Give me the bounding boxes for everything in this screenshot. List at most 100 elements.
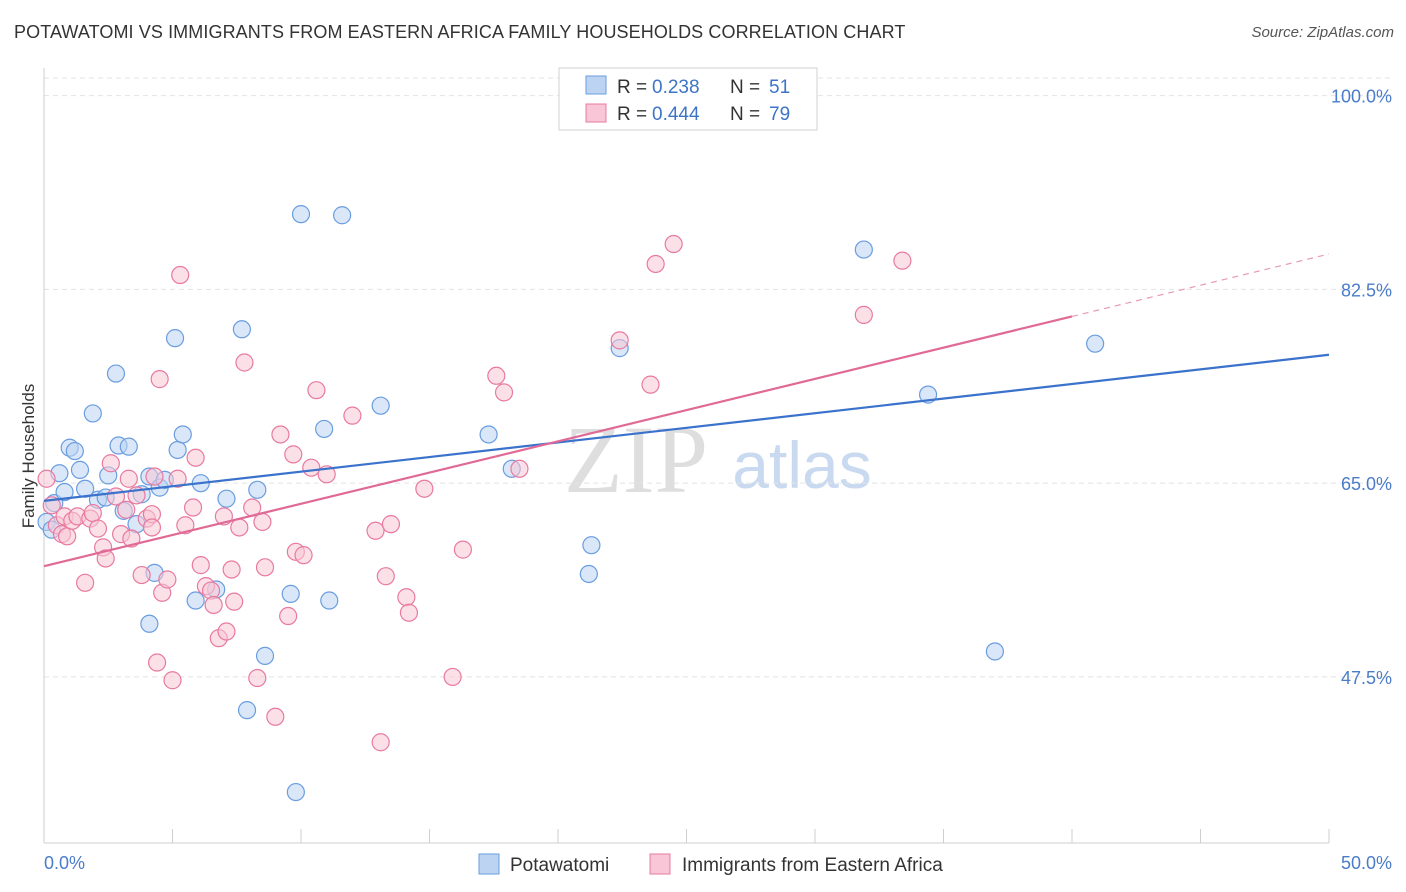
eastern-africa-point	[132, 565, 151, 585]
potawatomi-point	[232, 320, 251, 339]
eastern-africa-point	[119, 469, 138, 488]
eastern-africa-point	[610, 331, 629, 350]
y-axis-title: Family Households	[19, 384, 38, 529]
eastern-africa-point	[371, 733, 390, 752]
potawatomi-point	[333, 206, 352, 225]
stats-n-value-0: 51	[769, 77, 790, 98]
potawatomi-point	[83, 404, 102, 423]
eastern-africa-point	[271, 425, 290, 444]
eastern-africa-point	[142, 518, 162, 537]
eastern-africa-point	[646, 254, 665, 274]
eastern-africa-point	[186, 448, 205, 467]
stats-r-label-0: R =	[617, 77, 647, 98]
eastern-africa-point	[176, 516, 195, 535]
potawatomi-point	[315, 419, 334, 439]
y-tick-label: 100.0%	[1331, 87, 1392, 107]
potawatomi-point	[479, 425, 498, 444]
eastern-africa-point	[147, 653, 167, 672]
potawatomi-point	[255, 646, 275, 665]
eastern-africa-point	[58, 527, 77, 546]
potawatomi-point	[106, 364, 126, 383]
legend-label-eastern-africa: Immigrants from Eastern Africa	[682, 855, 943, 876]
potawatomi-point	[140, 614, 159, 633]
eastern-africa-point	[510, 459, 529, 478]
stats-r-label-1: R =	[617, 104, 647, 125]
potawatomi-point	[70, 460, 90, 479]
eastern-africa-point	[302, 458, 321, 477]
stats-n-value-1: 79	[769, 104, 790, 125]
eastern-africa-point	[494, 383, 514, 402]
eastern-africa-point	[854, 305, 873, 324]
eastern-africa-point	[217, 622, 236, 641]
eastern-africa-point	[101, 454, 120, 473]
potawatomi-point	[854, 240, 873, 259]
legend-label-potawatomi: Potawatomi	[510, 855, 609, 876]
eastern-africa-point	[168, 469, 187, 488]
potawatomi-point	[320, 591, 339, 610]
eastern-africa-point	[366, 521, 385, 540]
stats-legend: R = 0.238 N = 51 R = 0.444 N = 79	[558, 67, 818, 131]
legend-swatch-eastern-africa	[649, 853, 671, 875]
potawatomi-point	[1086, 334, 1105, 353]
eastern-africa-point	[191, 556, 210, 575]
eastern-africa-point	[222, 560, 241, 579]
potawatomi-point	[281, 584, 300, 603]
potawatomi-point	[186, 591, 205, 610]
legend-swatch-potawatomi	[478, 853, 500, 875]
potawatomi-point	[286, 782, 305, 802]
eastern-africa-point	[253, 512, 272, 532]
eastern-africa-point	[88, 519, 108, 538]
y-tick-label: 47.5%	[1341, 668, 1392, 688]
watermark: ZIP atlas	[564, 406, 872, 513]
stats-legend-swatch-potawatomi	[585, 75, 607, 95]
y-tick-label: 82.5%	[1341, 280, 1392, 300]
potawatomi-point	[168, 440, 187, 460]
data-points	[37, 205, 1105, 802]
eastern-africa-point	[399, 603, 419, 622]
potawatomi-point	[582, 536, 601, 555]
eastern-africa-point	[171, 265, 190, 285]
grid-lines	[44, 77, 1392, 678]
series-legend: Potawatomi Immigrants from Eastern Afric…	[478, 853, 943, 876]
eastern-africa-point	[381, 515, 401, 534]
trend-lines	[43, 253, 1330, 568]
eastern-africa-point	[453, 540, 473, 559]
potawatomi-point	[237, 701, 257, 720]
eastern-africa-trend-line-extension	[1071, 253, 1330, 318]
potawatomi-trend-line	[43, 353, 1330, 502]
eastern-africa-point	[255, 558, 275, 577]
stats-legend-swatch-eastern-africa	[585, 103, 607, 123]
eastern-africa-point	[294, 546, 313, 565]
stats-n-label-0: N =	[730, 77, 760, 98]
eastern-africa-point	[83, 503, 102, 523]
eastern-africa-point	[397, 588, 416, 607]
x-tick-label-min: 0.0%	[44, 853, 85, 873]
eastern-africa-point	[96, 549, 115, 568]
eastern-africa-point	[487, 366, 506, 385]
eastern-africa-point	[343, 406, 362, 425]
chart-title: POTAWATOMI VS IMMIGRANTS FROM EASTERN AF…	[14, 22, 906, 42]
potawatomi-point	[371, 396, 390, 415]
y-tick-label: 65.0%	[1341, 474, 1392, 494]
eastern-africa-point	[183, 498, 203, 517]
eastern-africa-point	[158, 570, 177, 589]
eastern-africa-point	[415, 479, 434, 498]
y-axis-tick-labels: 100.0% 82.5% 65.0% 47.5%	[1331, 87, 1392, 688]
eastern-africa-point	[307, 381, 326, 400]
eastern-africa-point	[230, 518, 249, 537]
eastern-africa-point	[122, 529, 141, 548]
potawatomi-point	[248, 480, 267, 499]
eastern-africa-point	[145, 467, 164, 486]
watermark-atlas: atlas	[732, 428, 871, 502]
eastern-africa-point	[376, 567, 395, 586]
eastern-africa-point	[76, 573, 95, 592]
eastern-africa-point	[893, 251, 912, 270]
eastern-africa-point	[225, 592, 244, 611]
potawatomi-point	[165, 329, 185, 348]
source-label: Source: ZipAtlas.com	[1251, 24, 1394, 41]
potawatomi-point	[985, 642, 1005, 661]
eastern-africa-point	[664, 234, 683, 254]
x-axis-ticks	[43, 829, 1330, 843]
eastern-africa-point	[150, 370, 169, 389]
